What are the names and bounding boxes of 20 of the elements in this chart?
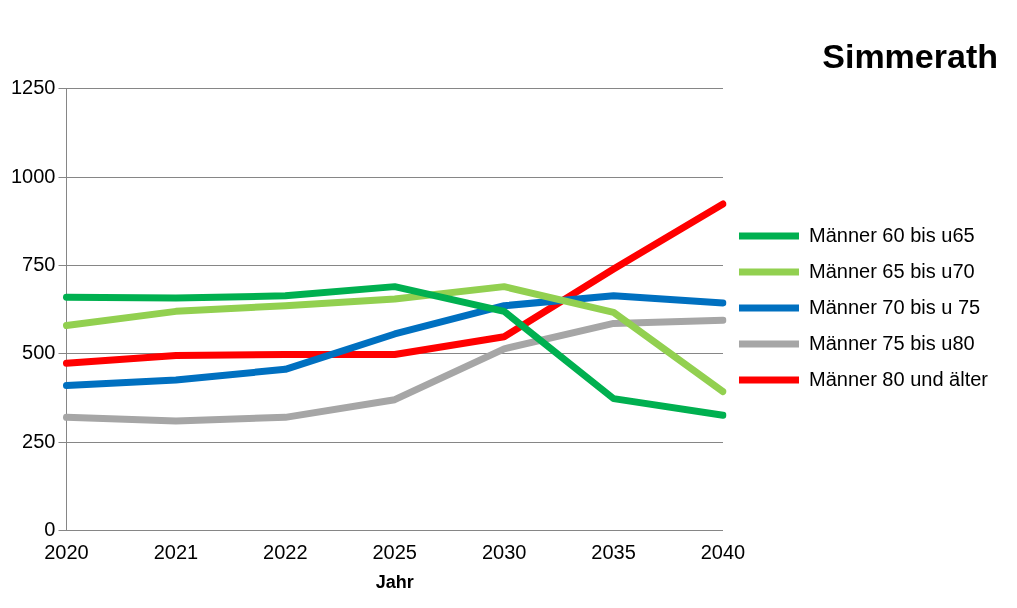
legend-label: Männer 80 und älter — [809, 367, 989, 390]
x-tick-label: 2030 — [481, 540, 527, 563]
x-tick-label: 2022 — [263, 540, 308, 563]
y-tick-label: 500 — [22, 341, 56, 364]
y-tick-label: 250 — [22, 429, 56, 452]
legend-label: Männer 65 bis u70 — [809, 259, 975, 282]
legend-label: Männer 75 bis u80 — [809, 331, 975, 354]
legend-label: Männer 70 bis u 75 — [809, 295, 981, 318]
y-tick-label: 1250 — [10, 76, 56, 99]
x-tick-label: 2025 — [372, 540, 417, 563]
y-tick-label: 0 — [44, 517, 56, 540]
y-tick-label: 1000 — [10, 164, 56, 187]
x-tick-label: 2021 — [153, 540, 199, 563]
text: Simmerath — [822, 36, 998, 75]
x-tick-label: 2035 — [591, 540, 636, 563]
legend-label: Männer 60 bis u65 — [809, 223, 975, 246]
x-tick-label: 2020 — [44, 540, 89, 563]
x-tick-label: 2040 — [700, 540, 746, 563]
y-tick-label: 750 — [22, 252, 56, 275]
x-axis-title: Jahr — [375, 572, 414, 593]
